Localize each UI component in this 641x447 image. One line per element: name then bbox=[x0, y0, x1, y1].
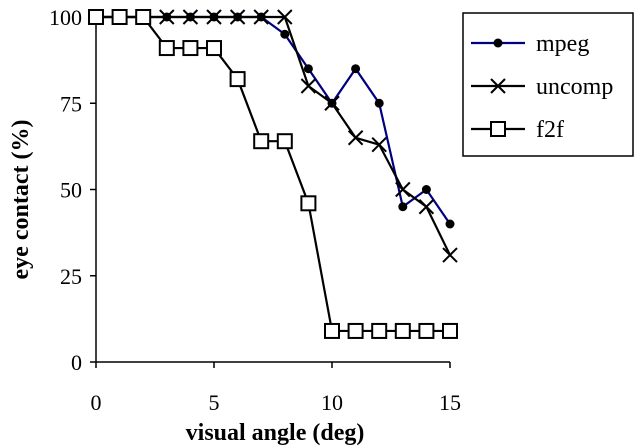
data-point-mpeg bbox=[421, 185, 431, 194]
data-point-f2f bbox=[276, 133, 293, 150]
data-point-uncomp bbox=[347, 130, 364, 146]
x-tick-label: 0 bbox=[91, 390, 102, 415]
data-point-f2f bbox=[347, 322, 364, 339]
legend: mpeg uncomp f2f bbox=[462, 12, 634, 157]
data-point-f2f bbox=[229, 71, 246, 88]
data-point-f2f bbox=[206, 40, 222, 57]
series-uncomp bbox=[88, 9, 458, 263]
y-tick-label: 75 bbox=[60, 91, 82, 116]
data-point-f2f bbox=[418, 322, 435, 339]
legend-swatch-marker bbox=[490, 121, 506, 137]
data-point-f2f bbox=[158, 40, 175, 57]
data-point-uncomp bbox=[182, 9, 199, 25]
y-tick-label: 100 bbox=[49, 5, 82, 30]
data-point-uncomp bbox=[253, 9, 269, 25]
data-point-f2f bbox=[111, 9, 128, 25]
x-tick-label: 15 bbox=[439, 390, 461, 415]
data-point-f2f bbox=[182, 40, 199, 57]
data-point-f2f bbox=[88, 9, 104, 25]
y-tick-label: 50 bbox=[60, 178, 82, 203]
data-point-uncomp bbox=[371, 136, 387, 153]
legend-swatch-marker bbox=[493, 38, 503, 48]
legend-label: mpeg bbox=[536, 31, 589, 57]
data-point-f2f bbox=[300, 195, 317, 212]
y-tick-label: 0 bbox=[71, 350, 82, 375]
data-point-uncomp bbox=[206, 9, 222, 25]
series-f2f bbox=[88, 9, 458, 339]
data-point-f2f bbox=[371, 322, 388, 339]
data-point-mpeg bbox=[398, 202, 408, 212]
data-point-uncomp bbox=[300, 78, 317, 94]
data-point-uncomp bbox=[229, 9, 246, 25]
data-point-f2f bbox=[253, 133, 270, 150]
legend-label: uncomp bbox=[536, 74, 613, 100]
axes: 0 25 50 75 100 0 5 10 15 visual angle (deg) eye co… bbox=[8, 5, 461, 446]
x-tick-label: 10 bbox=[321, 390, 343, 415]
series-mpeg bbox=[91, 12, 455, 229]
series-layer bbox=[88, 9, 458, 339]
data-point-f2f bbox=[394, 322, 411, 339]
data-point-uncomp bbox=[159, 9, 175, 25]
legend-item-mpeg: mpeg bbox=[471, 31, 589, 57]
data-point-uncomp bbox=[277, 9, 293, 25]
data-point-f2f bbox=[442, 322, 458, 339]
data-point-uncomp bbox=[418, 199, 435, 215]
series-line-uncomp bbox=[96, 15, 451, 256]
data-point-mpeg bbox=[280, 29, 290, 39]
data-point-uncomp bbox=[442, 247, 458, 263]
data-point-f2f bbox=[324, 322, 340, 339]
series-line-f2f bbox=[96, 15, 450, 333]
legend-item-uncomp: uncomp bbox=[471, 74, 613, 100]
series-line-mpeg bbox=[96, 15, 451, 225]
legend-swatch-marker bbox=[490, 78, 506, 94]
y-tick-label: 25 bbox=[60, 264, 82, 289]
x-axis-title: visual angle (deg) bbox=[186, 420, 365, 446]
legend-label: f2f bbox=[536, 117, 564, 143]
data-point-uncomp bbox=[395, 181, 411, 198]
data-point-mpeg bbox=[374, 98, 384, 108]
data-point-mpeg bbox=[303, 64, 313, 74]
data-point-uncomp bbox=[324, 95, 340, 111]
y-axis-title: eye contact (%) bbox=[8, 120, 34, 280]
data-point-mpeg bbox=[445, 219, 455, 229]
x-tick-label: 5 bbox=[209, 390, 220, 415]
legend-item-f2f: f2f bbox=[471, 117, 564, 143]
data-point-f2f bbox=[135, 9, 152, 25]
data-point-mpeg bbox=[351, 64, 361, 74]
